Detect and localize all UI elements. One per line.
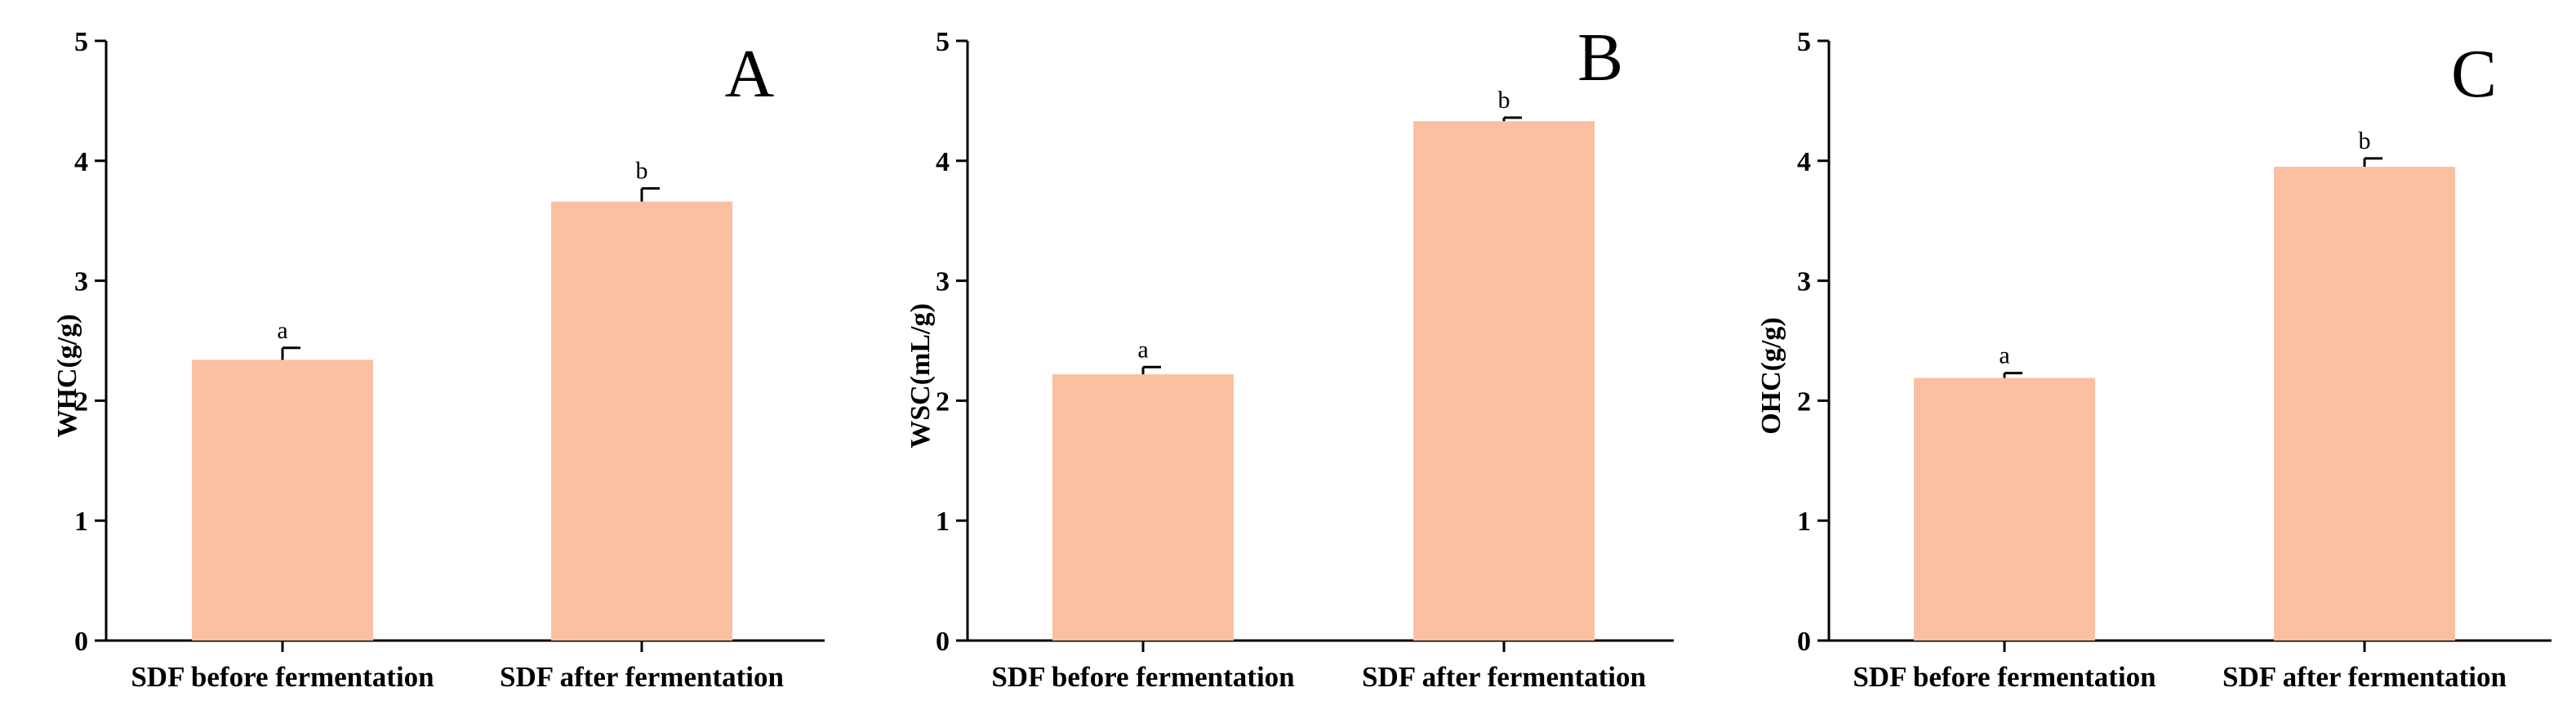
y-tick-label: 4 bbox=[1797, 147, 1811, 177]
bar bbox=[1914, 377, 2095, 641]
bar bbox=[551, 201, 732, 641]
significance-label: a bbox=[1999, 342, 2009, 369]
y-tick-label: 5 bbox=[936, 27, 950, 57]
significance-label: b bbox=[636, 158, 648, 185]
chart-panel-b: 0 1 2 3 4 5 WSC(mL/g) Ba SDF before fermentation… bbox=[905, 20, 1674, 693]
significance-label: a bbox=[1137, 336, 1148, 363]
y-tick-label: 3 bbox=[74, 267, 88, 297]
significance-label: b bbox=[2359, 127, 2371, 154]
significance-label: b bbox=[1498, 87, 1510, 114]
x-tick-label: SDF after fermentation bbox=[1362, 661, 1646, 693]
panel-letter: A bbox=[725, 36, 775, 112]
significance-label: a bbox=[277, 317, 287, 344]
panel-letter: C bbox=[2451, 36, 2497, 112]
bar bbox=[1413, 121, 1595, 641]
x-tick-label: SDF after fermentation bbox=[500, 661, 784, 693]
bar bbox=[1052, 374, 1234, 641]
y-tick-label: 5 bbox=[1797, 27, 1811, 57]
y-axis-title: WSC(mL/g) bbox=[905, 303, 936, 449]
chart-panel-a: 0 1 2 3 4 5 WHC(g/g) Aa SDF before fermentation b… bbox=[52, 27, 825, 693]
y-axis-title: OHC(g/g) bbox=[1756, 317, 1786, 435]
y-tick-label: 1 bbox=[936, 507, 950, 537]
y-tick-label: 2 bbox=[74, 386, 88, 417]
y-tick-label: 3 bbox=[936, 267, 950, 297]
x-tick-label: SDF before fermentation bbox=[1853, 661, 2156, 693]
y-tick-label: 4 bbox=[936, 147, 950, 177]
y-tick-label: 0 bbox=[936, 627, 950, 657]
panel-letter: B bbox=[1577, 20, 1623, 96]
bar bbox=[2274, 167, 2455, 641]
y-axis-title: WHC(g/g) bbox=[52, 314, 82, 437]
y-tick-label: 1 bbox=[74, 507, 88, 537]
y-tick-label: 5 bbox=[74, 27, 88, 57]
bar bbox=[192, 359, 373, 641]
y-tick-label: 4 bbox=[74, 147, 88, 177]
y-tick-label: 0 bbox=[1797, 627, 1811, 657]
x-tick-label: SDF after fermentation bbox=[2222, 661, 2507, 693]
x-tick-label: SDF before fermentation bbox=[991, 661, 1294, 693]
y-tick-label: 2 bbox=[1797, 386, 1811, 417]
x-tick-label: SDF before fermentation bbox=[131, 661, 434, 693]
y-tick-label: 0 bbox=[74, 627, 88, 657]
y-tick-label: 1 bbox=[1797, 507, 1811, 537]
chart-panel-c: 0 1 2 3 4 5 OHC(g/g) Ca SDF before fermentation b… bbox=[1756, 27, 2552, 693]
y-tick-label: 3 bbox=[1797, 267, 1811, 297]
y-tick-label: 2 bbox=[936, 386, 950, 417]
